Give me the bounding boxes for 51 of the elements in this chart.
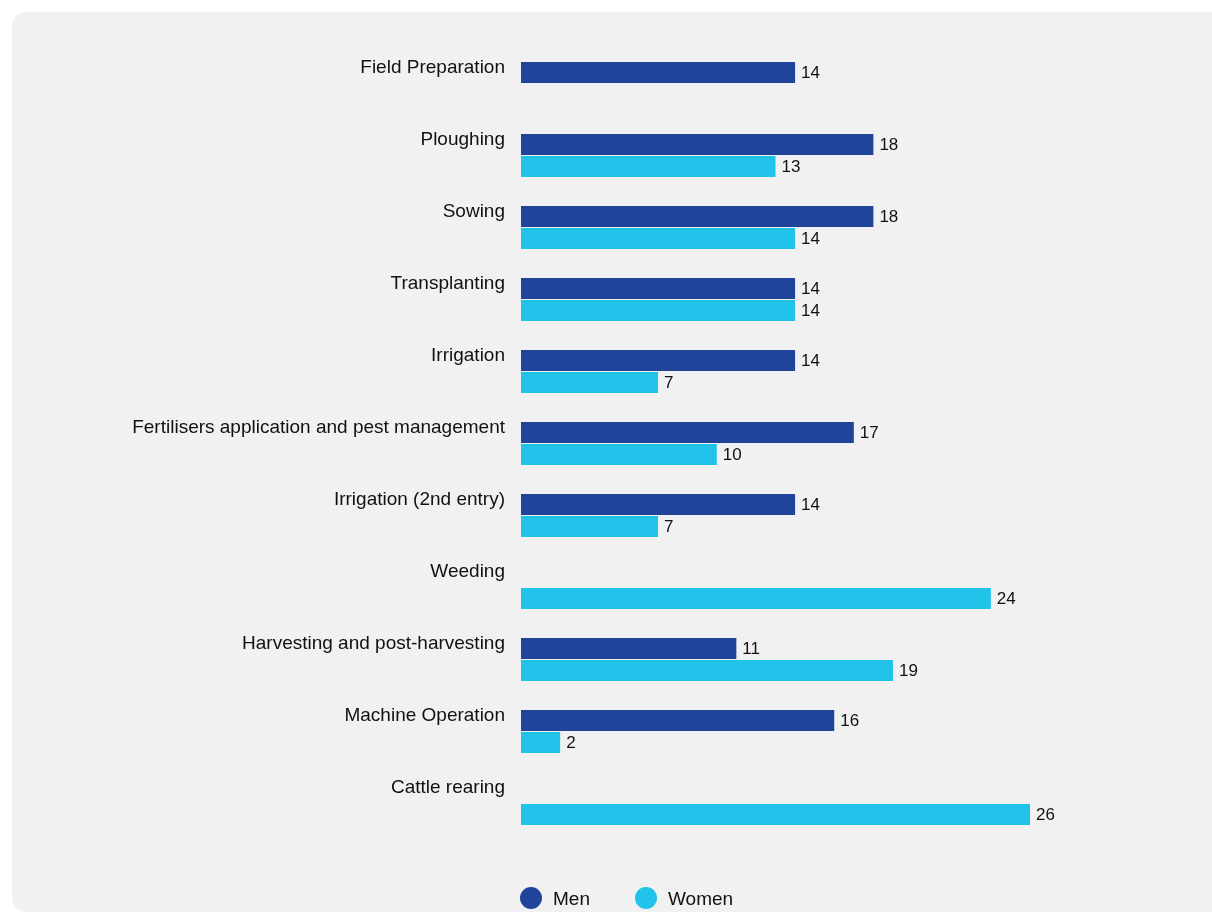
y-tick-label: Weeding [430, 559, 505, 581]
data-label: 13 [781, 157, 801, 177]
bar [521, 444, 717, 465]
data-label: 7 [664, 517, 674, 537]
bar [521, 300, 796, 321]
data-label: 17 [859, 423, 879, 443]
bar [521, 134, 874, 155]
data-label: 2 [566, 733, 576, 753]
bar [521, 156, 776, 177]
data-label: 19 [898, 661, 918, 681]
bar [521, 206, 874, 227]
bar [521, 710, 835, 731]
data-label: 10 [722, 445, 742, 465]
data-label: 14 [801, 351, 820, 371]
y-tick-label: Sowing [442, 199, 505, 221]
y-tick-label: Field Preparation [360, 55, 505, 77]
legend-label: Men [553, 887, 590, 909]
data-label: 14 [801, 229, 820, 249]
bar [521, 588, 991, 609]
bar [521, 638, 737, 659]
data-label: 7 [664, 373, 674, 393]
bar [521, 62, 796, 83]
y-tick-label: Fertilisers application and pest management [132, 415, 506, 437]
data-label: 24 [996, 589, 1016, 609]
y-tick-label: Harvesting and post-harvesting [242, 631, 505, 653]
data-label: 14 [801, 279, 820, 299]
bar [521, 494, 796, 515]
bar [521, 372, 659, 393]
data-label: 14 [801, 63, 820, 83]
bar [521, 660, 893, 681]
legend-label: Women [668, 887, 734, 909]
data-label: 18 [879, 135, 899, 155]
data-label: 11 [742, 639, 760, 659]
bar [521, 350, 796, 371]
data-label: 14 [801, 495, 820, 515]
y-tick-label: Irrigation [431, 343, 505, 365]
bar [521, 732, 561, 753]
bar [521, 278, 796, 299]
bar [521, 804, 1030, 825]
data-label: 26 [1036, 805, 1055, 825]
bar [521, 422, 854, 443]
data-label: 18 [879, 207, 899, 227]
y-tick-label: Cattle rearing [390, 775, 505, 797]
y-tick-label: Machine Operation [344, 703, 505, 725]
y-tick-label: Ploughing [420, 127, 505, 149]
data-label: 16 [840, 711, 860, 731]
data-label: 14 [801, 301, 820, 321]
y-tick-label: Transplanting [390, 271, 505, 293]
bar [521, 228, 796, 249]
bar [521, 516, 659, 537]
y-tick-label: Irrigation (2nd entry) [333, 487, 505, 509]
